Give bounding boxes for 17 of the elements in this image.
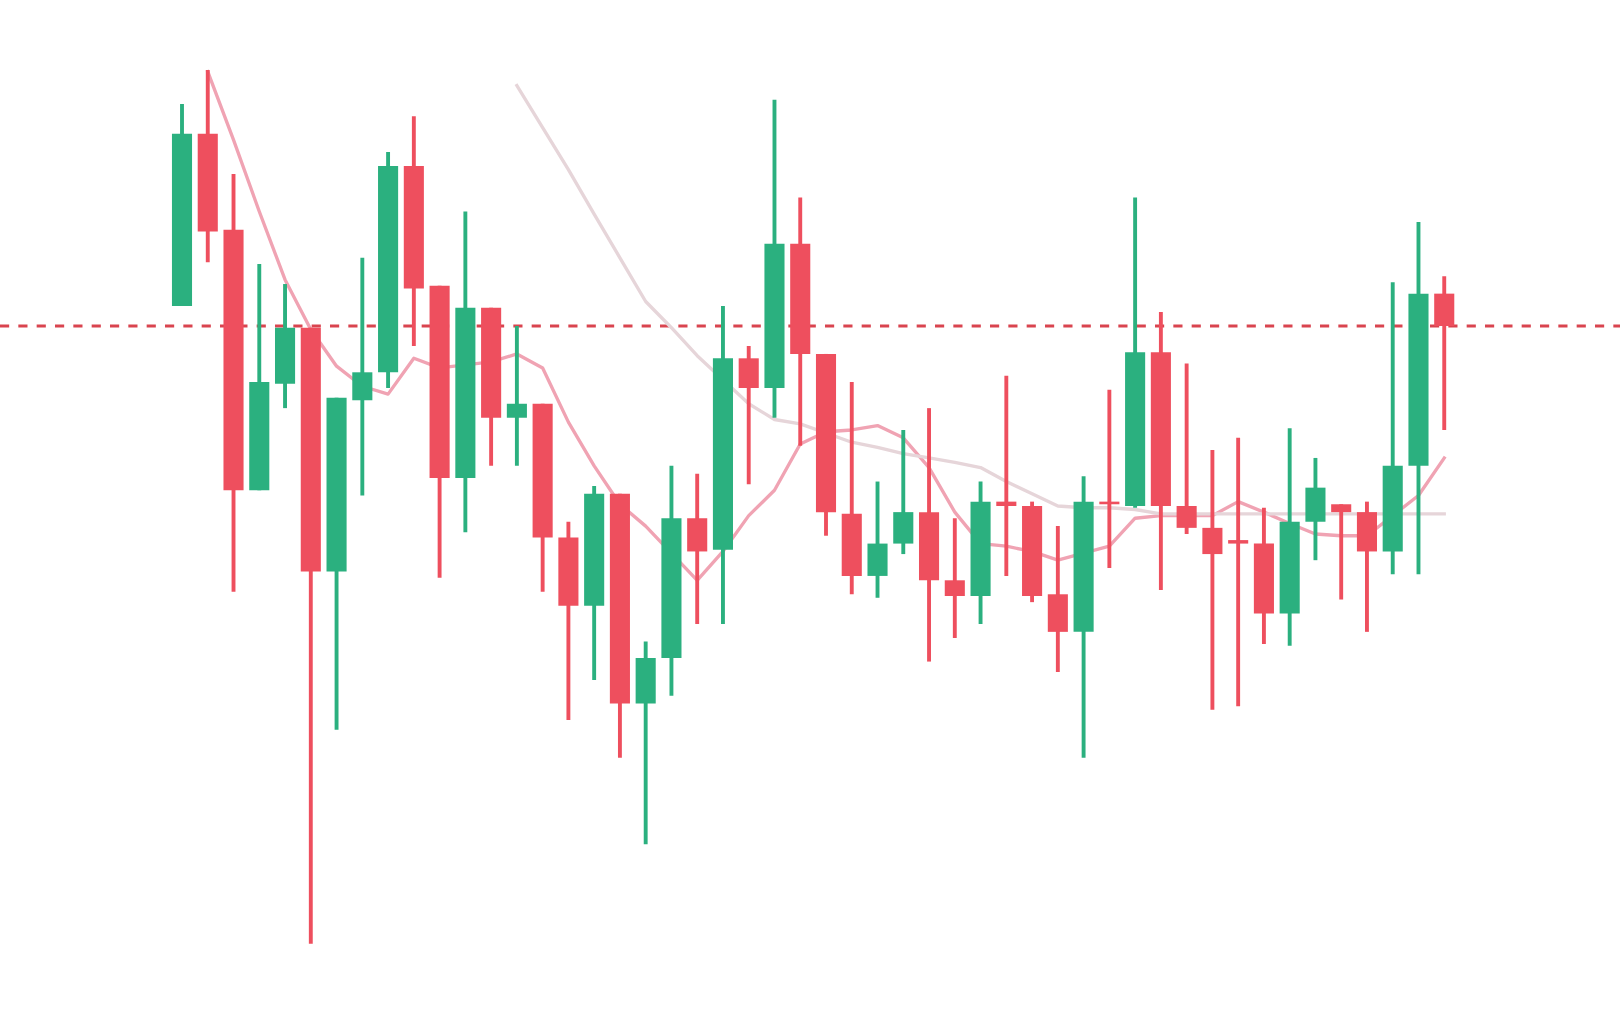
candlestick: [687, 471, 708, 626]
candlestick: [506, 324, 527, 468]
candlestick: [1305, 455, 1326, 563]
candlestick: [1228, 435, 1249, 709]
candlestick: [1202, 448, 1223, 712]
candlestick: [1331, 502, 1352, 602]
candlestick: [1176, 361, 1197, 536]
candlestick: [352, 255, 373, 498]
candlestick: [635, 639, 656, 847]
candlestick: [996, 373, 1017, 578]
candlestick: [1434, 274, 1455, 432]
candlestick: [738, 344, 759, 487]
candlestick: [893, 428, 914, 557]
candlestick: [1356, 499, 1378, 634]
candlestick: [867, 479, 888, 600]
candlestick: [1047, 524, 1068, 675]
candlestick: [944, 516, 965, 640]
